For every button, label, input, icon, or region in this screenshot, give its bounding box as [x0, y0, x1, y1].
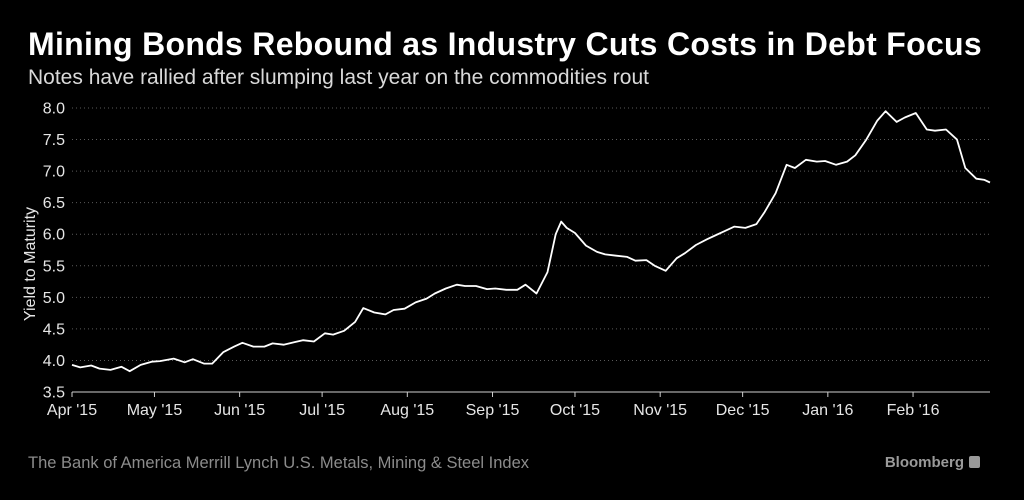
- chart-subtitle: Notes have rallied after slumping last y…: [28, 66, 649, 89]
- x-tick-label: Feb '16: [887, 402, 940, 419]
- x-axis-ticks: Apr '15 May '15 Jun '15 Jul '15 Aug '15 Sep '…: [47, 392, 940, 419]
- y-axis-label: Yield to Maturity: [22, 207, 39, 321]
- x-tick-label: Aug '15: [380, 402, 434, 419]
- brand-label: Bloomberg: [884, 454, 964, 471]
- y-tick-label: 5.0: [43, 290, 65, 307]
- y-tick-label: 5.5: [43, 258, 65, 275]
- gridlines: [72, 107, 990, 361]
- x-tick-label: May '15: [127, 402, 183, 419]
- x-tick-label: Nov '15: [633, 402, 687, 419]
- y-axis-ticks: 3.5 4.0 4.5 5.0 5.5 6.0 6.5 7.0 7.5 8.0: [43, 101, 65, 402]
- x-tick-label: Oct '15: [550, 402, 600, 419]
- bloomberg-logo-icon: [969, 456, 980, 468]
- x-tick-label: Dec '15: [716, 402, 770, 419]
- x-tick-label: Jun '15: [214, 402, 265, 419]
- x-tick-label: Jan '16: [802, 402, 853, 419]
- y-tick-label: 4.0: [43, 353, 65, 370]
- source-note: The Bank of America Merrill Lynch U.S. M…: [28, 454, 530, 472]
- y-tick-label: 7.5: [43, 132, 65, 149]
- x-tick-label: Jul '15: [299, 402, 345, 419]
- x-tick-label: Sep '15: [466, 402, 520, 419]
- chart-title: Mining Bonds Rebound as Industry Cuts Co…: [28, 26, 983, 62]
- x-tick-label: Apr '15: [47, 402, 97, 419]
- y-tick-label: 8.0: [43, 101, 65, 118]
- y-tick-label: 7.0: [43, 164, 65, 181]
- y-tick-label: 3.5: [43, 385, 65, 402]
- bloomberg-logo: Bloomberg: [885, 454, 980, 471]
- y-tick-label: 4.5: [43, 321, 65, 338]
- y-tick-label: 6.5: [43, 195, 65, 212]
- y-tick-label: 6.0: [43, 227, 65, 244]
- series-line: [71, 110, 991, 373]
